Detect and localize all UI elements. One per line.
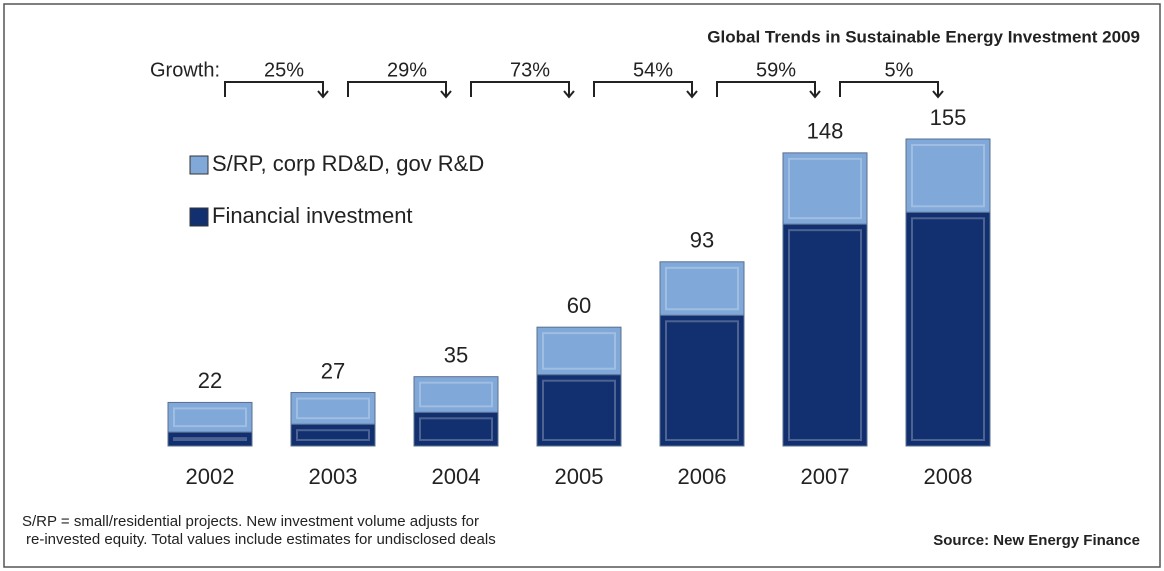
total-label: 155 [930,105,967,130]
x-tick-label: 2005 [555,464,604,489]
bar-segment [536,374,622,447]
growth-value: 59% [756,59,796,81]
bar-bevel [419,417,493,442]
legend-swatch [189,155,209,175]
total-label: 60 [567,293,591,318]
bar-segment [659,314,745,447]
growth-label: Growth: [150,59,220,81]
total-label: 27 [321,358,345,383]
growth-bracket [716,81,821,99]
bar-bevel [296,397,370,420]
footnote: S/RP = small/residential projects. New i… [22,513,479,530]
growth-bracket [224,81,329,99]
bar-segment [905,138,991,213]
bar-segment [782,223,868,447]
bar-segment [413,376,499,413]
bar-segment [659,261,745,316]
growth-bracket [470,81,575,99]
growth-value: 5% [885,59,914,81]
bar-bevel [665,266,739,311]
bar-bevel [542,332,616,370]
x-tick-label: 2006 [678,464,727,489]
bar-segment [782,152,868,225]
x-tick-label: 2002 [186,464,235,489]
x-tick-label: 2004 [432,464,481,489]
bar-segment [290,392,376,425]
bar-segment [290,423,376,447]
bar-bevel [173,407,247,428]
growth-bracket [347,81,452,99]
legend-label: Financial investment [212,203,413,228]
bar-bevel [296,429,370,441]
bar-bevel [173,437,247,442]
bar-bevel [911,217,985,441]
growth-value: 29% [387,59,427,81]
bar-bevel [665,320,739,441]
x-tick-label: 2003 [309,464,358,489]
bar-segment [167,401,253,433]
bar-segment [905,211,991,447]
footnote: re-invested equity. Total values include… [26,531,496,548]
growth-value: 54% [633,59,673,81]
legend-swatch [189,207,209,227]
x-tick-label: 2007 [801,464,850,489]
bar-bevel [911,144,985,208]
source: Source: New Energy Finance [933,532,1140,549]
legend-label: S/RP, corp RD&D, gov R&D [212,151,484,176]
bar-bevel [788,157,862,220]
total-label: 148 [807,119,844,144]
growth-bracket [839,81,944,99]
bar-segment [413,411,499,447]
x-tick-label: 2008 [924,464,973,489]
growth-bracket [593,81,698,99]
total-label: 22 [198,368,222,393]
chart-title: Global Trends in Sustainable Energy Inve… [707,27,1140,46]
bar-bevel [788,229,862,441]
bar-segment [536,326,622,376]
bar-bevel [542,379,616,442]
bar-bevel [419,381,493,408]
growth-value: 25% [264,59,304,81]
total-label: 93 [690,228,714,253]
growth-value: 73% [510,59,550,81]
total-label: 35 [444,342,468,367]
